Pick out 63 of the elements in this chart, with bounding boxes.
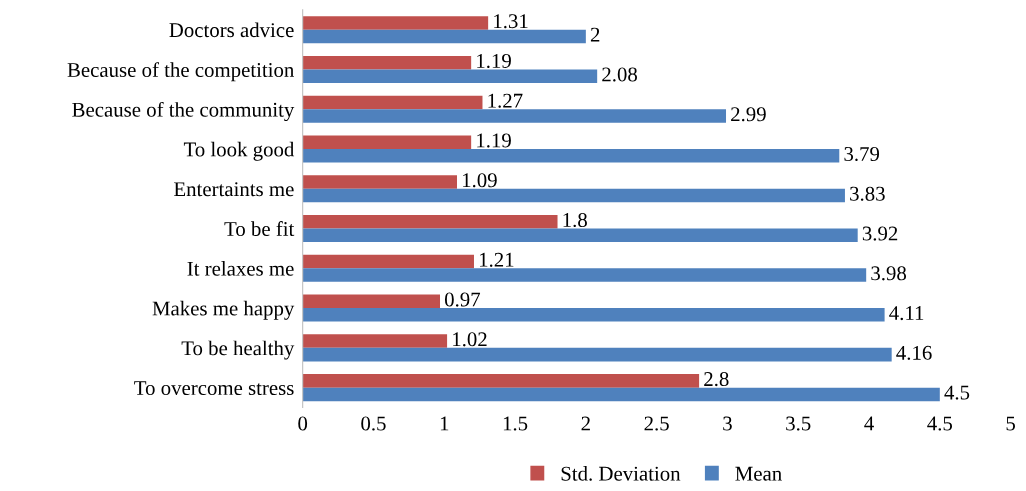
bar xyxy=(302,69,598,83)
bar xyxy=(302,294,441,309)
bar xyxy=(302,387,940,402)
data-label: 1.27 xyxy=(488,93,523,108)
data-label: 3.98 xyxy=(871,266,907,281)
data-label: 3.79 xyxy=(844,146,880,162)
bar xyxy=(302,308,885,322)
y-tick-label: Doctors advice xyxy=(169,22,294,38)
data-label: 2 xyxy=(590,27,600,42)
x-tick-label: 4.5 xyxy=(927,416,953,431)
bar xyxy=(302,55,472,70)
y-tick-label: Because of the competition xyxy=(67,62,295,82)
x-tick-label: 3 xyxy=(723,416,732,431)
data-label: 4.16 xyxy=(896,345,932,360)
x-tick-label: 2.5 xyxy=(644,416,669,431)
bar xyxy=(302,215,558,229)
data-label: 1.19 xyxy=(477,53,511,69)
y-tick-label: To be healthy xyxy=(181,340,295,360)
x-tick-label: 2 xyxy=(581,416,590,431)
bar xyxy=(302,149,840,163)
x-tick-label: 1 xyxy=(440,416,449,431)
bar xyxy=(302,334,448,348)
data-label: 3.92 xyxy=(862,226,898,241)
data-label: 1.31 xyxy=(494,14,528,29)
y-tick-label: To overcome stress xyxy=(134,381,294,396)
y-tick-label: Because of the community xyxy=(72,101,295,122)
legend-label: Std. Deviation xyxy=(561,466,681,481)
y-tick-label: To look good xyxy=(183,141,295,161)
data-label: 1.8 xyxy=(563,212,587,228)
data-label: 4.11 xyxy=(889,306,924,321)
y-tick-label: Entertaints me xyxy=(174,182,294,197)
y-tick-label: Makes me happy xyxy=(152,300,295,320)
bar xyxy=(302,95,483,110)
bar xyxy=(302,175,457,189)
bar xyxy=(302,188,845,203)
bar xyxy=(302,135,472,150)
x-tick-label: 0 xyxy=(298,416,308,431)
bar xyxy=(302,109,727,123)
bar xyxy=(302,29,586,44)
x-tick-label: 4 xyxy=(864,416,874,431)
bar xyxy=(302,254,474,269)
data-label: 1.21 xyxy=(479,252,514,267)
data-label: 2.99 xyxy=(731,107,766,122)
bar xyxy=(302,268,867,282)
bar xyxy=(302,347,892,362)
legend-label: Mean xyxy=(735,466,782,481)
y-tick-label: To be fit xyxy=(224,221,295,236)
x-tick-label: 0.5 xyxy=(361,416,386,431)
data-label: 1.02 xyxy=(453,332,487,347)
x-tick-label: 3.5 xyxy=(786,416,811,431)
data-label: 4.5 xyxy=(944,385,970,400)
y-tick-label: It relaxes me xyxy=(187,261,294,276)
data-label: 1.09 xyxy=(463,173,497,188)
data-label: 2.8 xyxy=(704,372,729,387)
x-tick-label: 5 xyxy=(1006,416,1015,431)
data-label: 3.83 xyxy=(850,186,885,201)
data-label: 2.08 xyxy=(602,67,637,82)
data-label: 0.97 xyxy=(444,292,481,307)
x-tick-label: 1.5 xyxy=(503,416,528,431)
bar xyxy=(302,228,858,243)
bar xyxy=(302,374,700,388)
bar xyxy=(302,16,489,30)
data-label: 1.19 xyxy=(477,133,511,148)
